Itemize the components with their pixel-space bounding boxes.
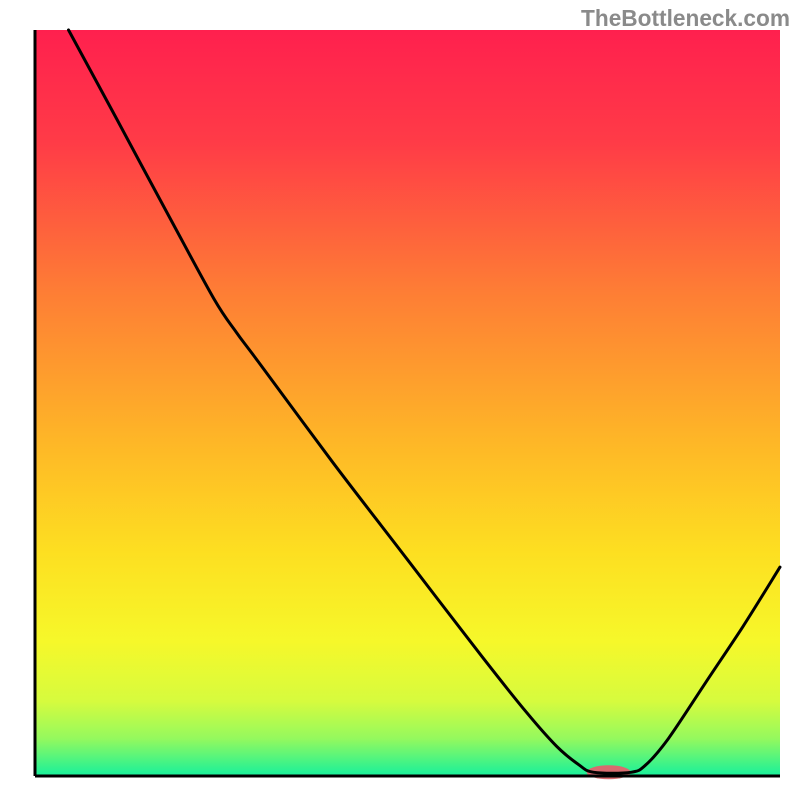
watermark-text: TheBottleneck.com bbox=[581, 5, 790, 32]
plot-background bbox=[35, 30, 780, 776]
bottleneck-chart bbox=[0, 0, 800, 800]
